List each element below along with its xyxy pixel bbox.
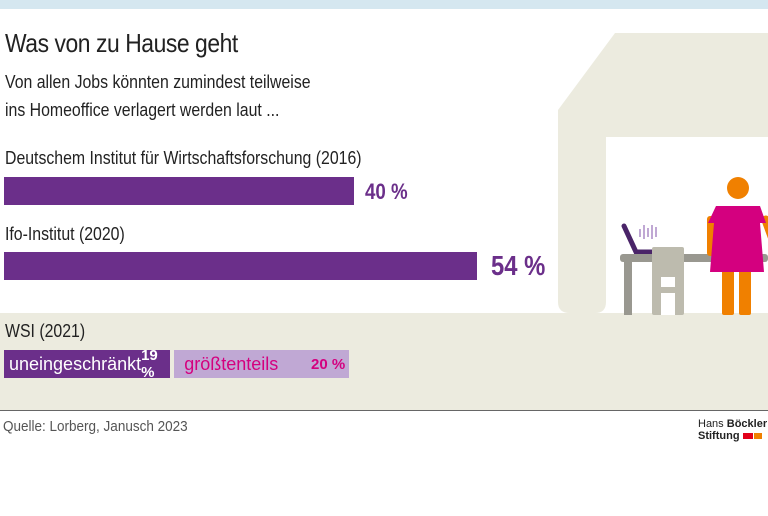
sound-wave-icon [639, 225, 657, 239]
subtitle-line-1: Von allen Jobs könnten zumindest teilwei… [5, 72, 311, 92]
bar-wsi-uneingeschraenkt: uneingeschränkt 19 % [4, 347, 171, 381]
bar-wsi-groesstenteils: größtenteils 20 % [174, 350, 350, 378]
chair-icon [652, 247, 684, 315]
logo-text-line2: Stiftung [698, 430, 740, 442]
segment-name: uneingeschränkt [9, 353, 142, 374]
segment-value: 20 % [311, 355, 346, 373]
subtitle-line-2: ins Homeoffice verlagert werden laut ... [5, 100, 280, 120]
top-strip [0, 0, 768, 9]
category-label-wsi: WSI (2021) [5, 321, 86, 341]
bar-ifo [4, 252, 477, 280]
hbs-logo: Hans Böckler Stiftung [698, 418, 767, 442]
category-label-diw: Deutschem Institut für Wirtschaftsforsch… [5, 148, 362, 168]
footer-divider [0, 410, 768, 411]
chart-title: Was von zu Hause geht [5, 28, 238, 58]
person-icon [707, 177, 768, 315]
logo-text-bold: Böckler [726, 418, 768, 430]
category-label-ifo: Ifo-Institut (2020) [5, 224, 125, 244]
source-note: Quelle: Lorberg, Janusch 2023 [3, 418, 188, 435]
logo-mark-icon [742, 433, 753, 439]
segment-name: größtenteils [184, 353, 279, 374]
bar-diw [4, 177, 354, 205]
value-label-ifo: 54 % [490, 250, 545, 281]
house-illustration [558, 33, 768, 320]
segment-value: 19 % [141, 347, 158, 381]
logo-text: Hans [698, 418, 724, 430]
logo-mark-icon-2 [753, 433, 762, 439]
value-label-diw: 40 % [365, 179, 408, 204]
house-shape [558, 33, 768, 320]
